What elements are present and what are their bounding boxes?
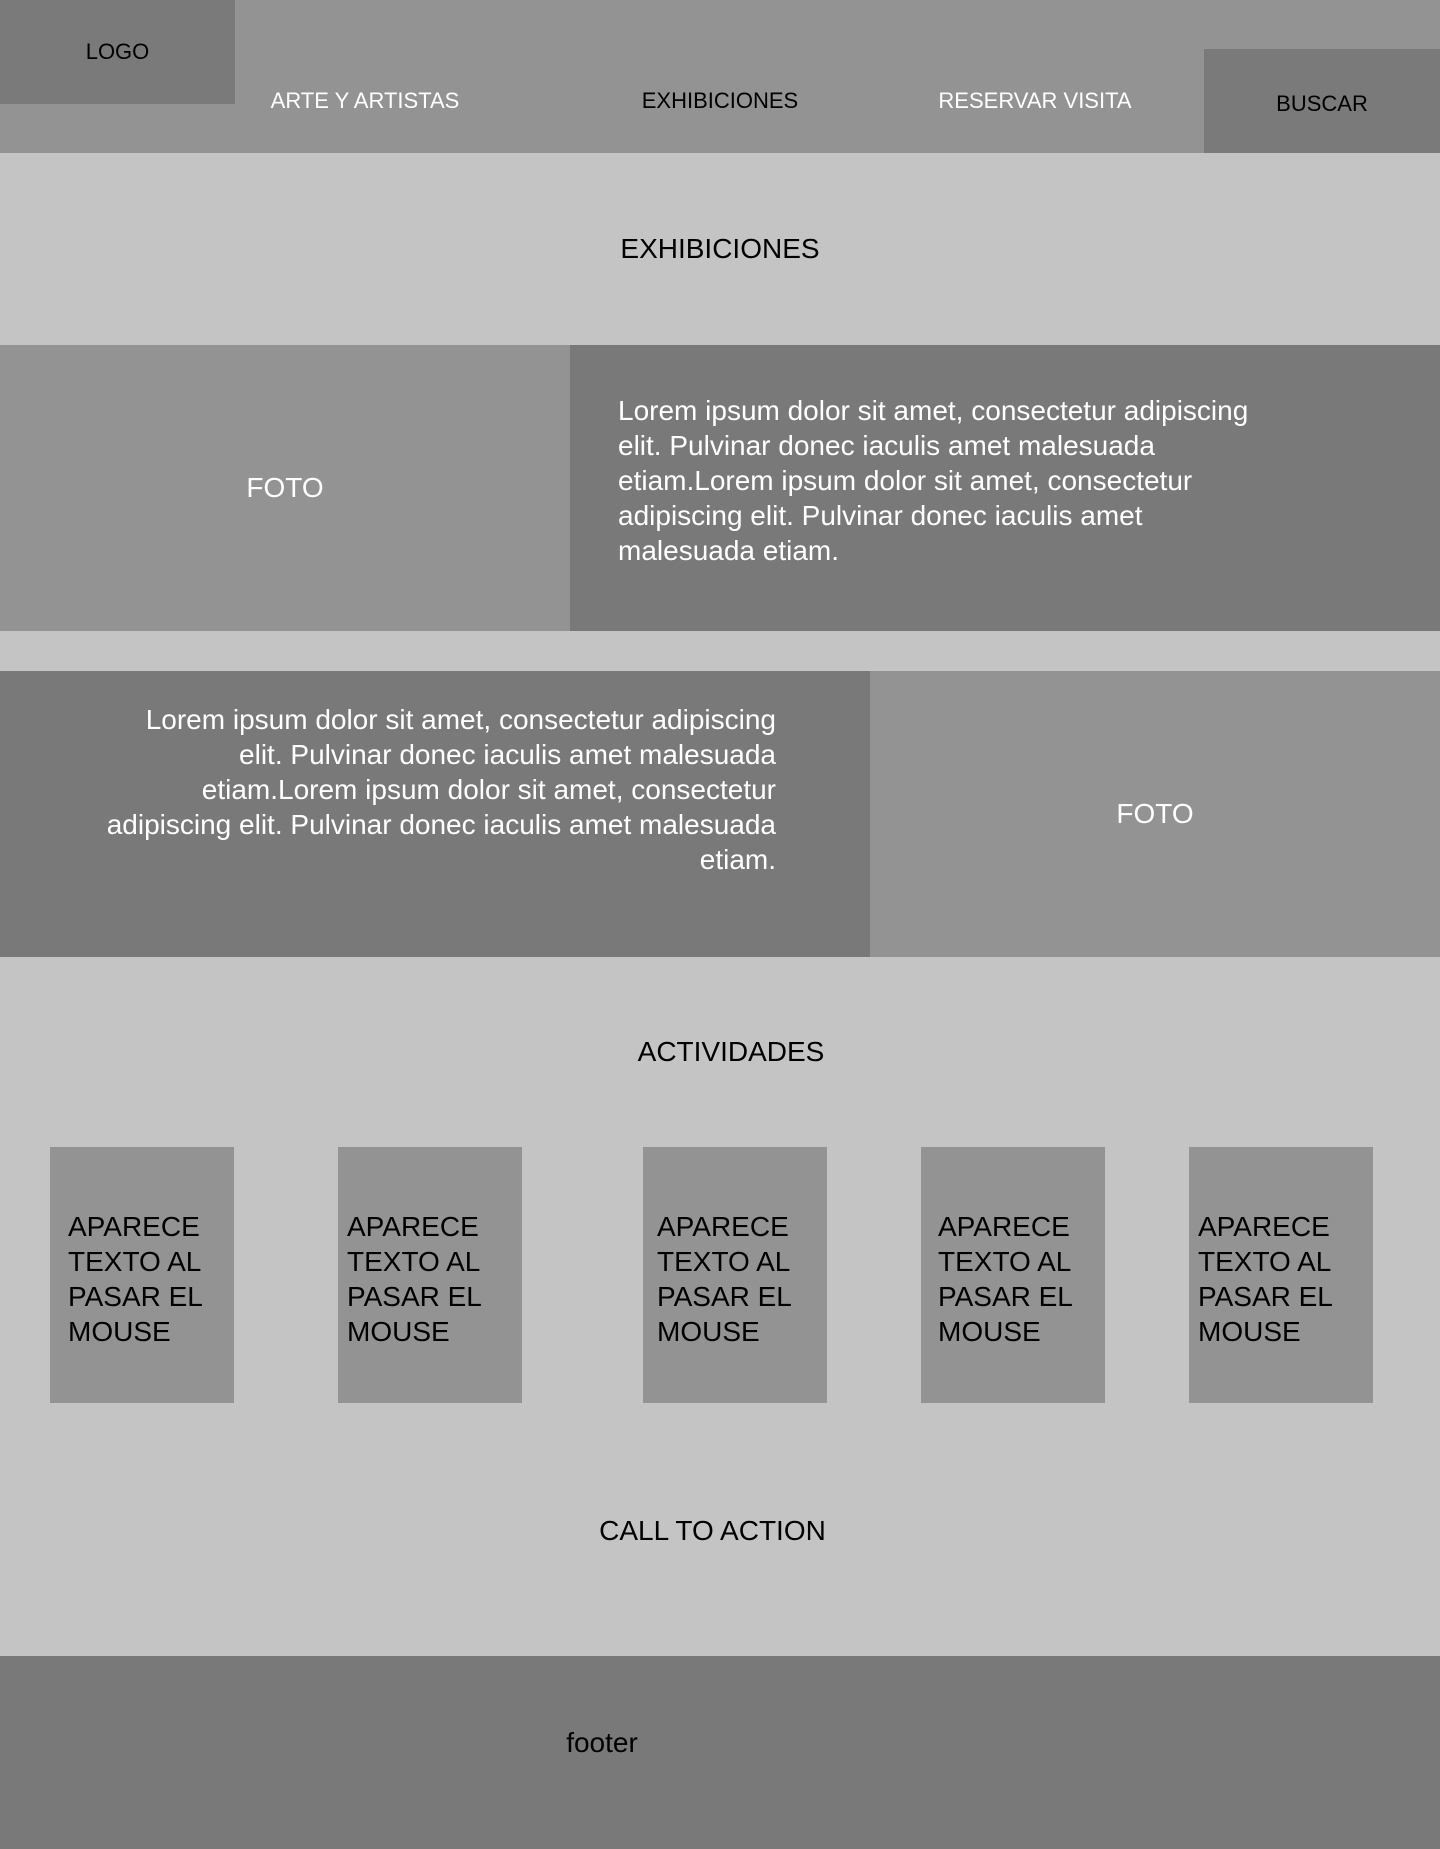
activity-card-2[interactable]: APARECE TEXTO AL PASAR EL MOUSE xyxy=(338,1147,522,1403)
exhibition-photo-2: FOTO xyxy=(870,671,1440,957)
exhibition-text-1: Lorem ipsum dolor sit amet, consectetur … xyxy=(570,345,1440,631)
activity-card-1[interactable]: APARECE TEXTO AL PASAR EL MOUSE xyxy=(50,1147,234,1403)
activities-title: ACTIVIDADES xyxy=(637,1036,825,1067)
search-button[interactable]: BUSCAR xyxy=(1204,49,1440,153)
exhibition-photo-1: FOTO xyxy=(0,345,570,631)
call-to-action-button[interactable]: CALL TO ACTION xyxy=(599,1515,826,1546)
site-header xyxy=(0,0,1440,153)
exhibition-text-2: Lorem ipsum dolor sit amet, consectetur … xyxy=(0,671,870,957)
nav-link-reservar-visita[interactable]: RESERVAR VISITA xyxy=(938,88,1132,113)
activity-card-4[interactable]: APARECE TEXTO AL PASAR EL MOUSE xyxy=(921,1147,1105,1403)
footer-label: footer xyxy=(566,1727,638,1758)
activity-card-3[interactable]: APARECE TEXTO AL PASAR EL MOUSE xyxy=(643,1147,827,1403)
logo[interactable]: LOGO xyxy=(0,0,235,104)
nav-link-arte-y-artistas[interactable]: ARTE Y ARTISTAS xyxy=(270,88,460,113)
nav-link-exhibiciones[interactable]: EXHIBICIONES xyxy=(641,88,799,113)
exhibitions-title: EXHIBICIONES xyxy=(620,233,820,264)
footer xyxy=(0,1656,1440,1849)
activity-card-5[interactable]: APARECE TEXTO AL PASAR EL MOUSE xyxy=(1189,1147,1373,1403)
